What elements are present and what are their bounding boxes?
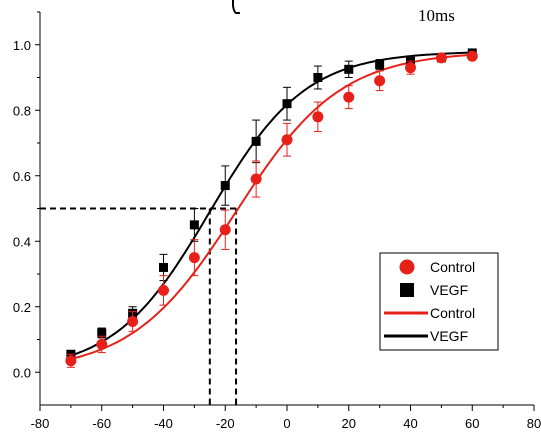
point-control — [466, 50, 478, 62]
point-vegf — [189, 220, 199, 230]
point-control — [435, 52, 447, 64]
x-tick-label: 60 — [465, 416, 479, 431]
point-control — [188, 252, 200, 264]
point-vegf — [159, 262, 168, 272]
point-control — [250, 173, 262, 185]
x-tick-label: -40 — [154, 416, 173, 431]
point-vegf — [251, 136, 261, 146]
legend-label-vegf: VEGF — [430, 282, 468, 298]
y-tick-label: 1.0 — [13, 38, 31, 53]
y-tick-label: 0.0 — [13, 365, 31, 380]
point-vegf — [344, 64, 354, 74]
point-vegf — [282, 99, 292, 109]
half-activation-guide-lines — [40, 207, 238, 405]
trace-fragment — [232, 0, 240, 14]
axes: 0.0 0.2 0.4 0.6 0.8 1.0 -80 -60 -40 -20 0 20 40 60 80 — [13, 11, 541, 431]
point-control — [343, 91, 355, 103]
point-control — [65, 355, 77, 367]
x-tick-label: 20 — [342, 416, 356, 431]
point-vegf — [375, 59, 385, 69]
point-control — [219, 224, 231, 236]
x-tick-label: 0 — [283, 416, 290, 431]
y-tick-label: 0.8 — [13, 103, 31, 118]
point-control — [312, 111, 324, 123]
point-control — [281, 134, 293, 146]
data-points — [65, 48, 478, 368]
legend-marker-vegf — [400, 283, 414, 297]
x-tick-label: -20 — [216, 416, 235, 431]
fit-curve-control — [70, 53, 473, 360]
legend-label-vegf: VEGF — [430, 328, 468, 344]
fit-curve-vegf — [70, 51, 473, 357]
point-vegf — [97, 328, 107, 338]
point-control — [374, 75, 386, 87]
legend: Control VEGF Control VEGF — [379, 252, 499, 351]
scale-bar-label: 10ms — [418, 6, 455, 25]
x-tick-label: -80 — [31, 416, 50, 431]
fit-curves — [70, 51, 473, 360]
x-tick-label: -60 — [92, 416, 111, 431]
point-control — [96, 338, 108, 350]
point-vegf — [220, 181, 230, 191]
point-control — [158, 284, 169, 296]
legend-box — [379, 252, 499, 351]
point-control — [405, 62, 416, 74]
legend-label-control: Control — [430, 259, 475, 275]
legend-label-control: Control — [430, 305, 475, 321]
point-vegf — [313, 73, 323, 82]
y-tick-label: 0.2 — [13, 300, 31, 315]
y-tick-label: 0.4 — [13, 234, 31, 249]
legend-marker-control — [399, 259, 415, 275]
x-tick-label: 80 — [527, 416, 541, 431]
x-tick-label: 40 — [403, 416, 417, 431]
point-control — [127, 315, 139, 327]
y-tick-label: 0.6 — [13, 169, 31, 184]
